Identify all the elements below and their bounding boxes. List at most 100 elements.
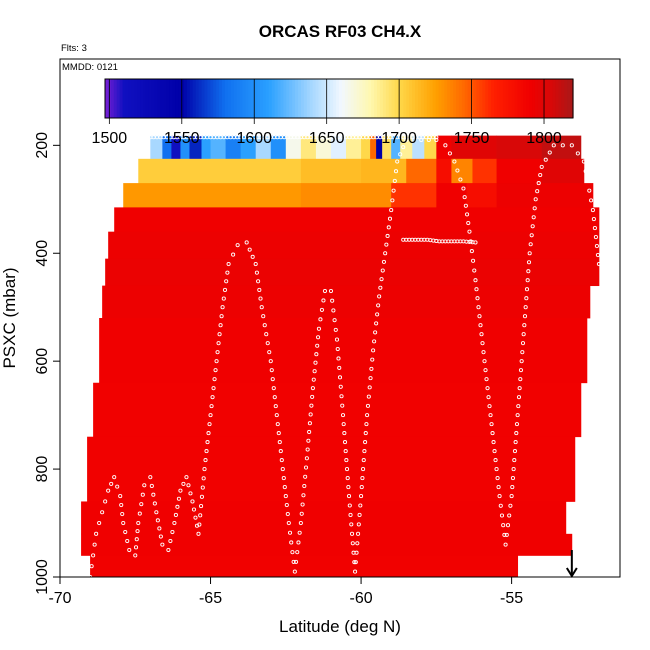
- track-point: [501, 523, 506, 528]
- x-axis: -70 -65 -60 -55: [48, 577, 523, 607]
- heatmap-cell: [123, 183, 302, 208]
- track-point: [274, 413, 279, 418]
- colorbar-frame: [104, 78, 574, 119]
- track-point: [137, 511, 142, 516]
- flight-track: [88, 135, 601, 577]
- track-point: [109, 481, 114, 486]
- colorbar-strip: [286, 79, 290, 118]
- track-point: [318, 317, 323, 322]
- track-point: [526, 269, 531, 274]
- track-point: [455, 168, 460, 173]
- track-point: [375, 312, 380, 317]
- colorbar-strip: [230, 79, 235, 118]
- track-point: [390, 198, 395, 203]
- track-point: [279, 458, 284, 463]
- track-point: [517, 386, 522, 391]
- y-tick-label: 400: [34, 240, 51, 267]
- track-point: [307, 429, 312, 435]
- heatmap-cell: [270, 135, 287, 160]
- track-point: [348, 512, 353, 517]
- track-point: [345, 476, 350, 481]
- track-point: [336, 356, 341, 361]
- track-point: [284, 503, 289, 508]
- track-point: [231, 252, 236, 257]
- heatmap-cell: [472, 158, 497, 184]
- colorbar-strip: [298, 79, 302, 118]
- track-point: [328, 288, 334, 294]
- track-point: [303, 465, 309, 470]
- colorbar-strip: [494, 79, 498, 118]
- track-point: [261, 314, 266, 319]
- track-point: [366, 394, 371, 399]
- colorbar-strip: [450, 79, 454, 118]
- track-point: [211, 386, 216, 391]
- colorbar-strip: [341, 79, 346, 118]
- track-point: [585, 178, 590, 183]
- y-axis-label: PSXC (mbar): [0, 267, 19, 368]
- colorbar-strip: [233, 79, 238, 118]
- track-point: [193, 515, 198, 520]
- colorbar-strip: [412, 79, 416, 118]
- track-point: [337, 375, 343, 380]
- track-point: [483, 368, 488, 373]
- colorbar-strip: [178, 79, 182, 118]
- colorbar-strip: [365, 79, 369, 118]
- track-point: [333, 327, 338, 332]
- colorbar-strip: [330, 79, 334, 118]
- colorbar-strip: [207, 79, 211, 118]
- track-point: [472, 268, 477, 273]
- track-point: [361, 467, 366, 472]
- track-point: [310, 394, 315, 399]
- track-point: [590, 208, 595, 213]
- track-point: [100, 510, 105, 515]
- track-point: [512, 449, 518, 454]
- track-point: [346, 485, 351, 490]
- colorbar-strip: [482, 79, 486, 118]
- track-point: [291, 559, 296, 564]
- heatmap-cell: [406, 158, 437, 184]
- track-point: [356, 531, 361, 536]
- track-point: [489, 422, 494, 427]
- y-tick-label: 1000: [34, 559, 51, 595]
- track-point: [569, 143, 574, 148]
- colorbar-strip: [467, 79, 472, 118]
- track-point: [361, 458, 366, 463]
- track-point: [335, 346, 340, 352]
- track-point: [346, 494, 352, 499]
- track-point: [301, 493, 306, 498]
- track-point: [493, 458, 498, 463]
- colorbar-strip: [289, 79, 293, 118]
- track-point: [510, 485, 515, 490]
- track-point: [332, 135, 337, 140]
- track-point: [458, 177, 463, 182]
- track-point: [373, 330, 378, 335]
- track-point: [596, 261, 601, 267]
- track-point: [135, 529, 140, 534]
- track-point: [535, 189, 540, 194]
- track-point: [509, 494, 514, 499]
- track-point: [593, 235, 598, 240]
- colorbar-strip: [473, 79, 478, 118]
- colorbar-strip: [379, 79, 384, 118]
- track-point: [268, 359, 273, 364]
- track-point: [216, 341, 221, 346]
- track-point: [343, 449, 348, 454]
- track-point: [443, 143, 448, 148]
- track-point: [200, 485, 205, 490]
- track-point: [488, 413, 493, 418]
- colorbar-strip: [409, 79, 413, 118]
- colorbar-strip: [447, 79, 451, 118]
- track-point: [311, 377, 316, 382]
- track-point: [259, 305, 264, 310]
- track-point: [340, 413, 346, 418]
- heatmap-cell: [496, 135, 543, 160]
- track-point: [197, 522, 202, 527]
- track-point: [391, 188, 396, 193]
- x-tick-label: -70: [48, 590, 71, 607]
- colorbar-strip: [339, 79, 343, 118]
- track-point: [356, 522, 361, 527]
- heatmap-cell: [496, 158, 543, 184]
- track-point: [595, 252, 600, 258]
- track-point: [209, 404, 214, 409]
- track-point: [148, 475, 153, 480]
